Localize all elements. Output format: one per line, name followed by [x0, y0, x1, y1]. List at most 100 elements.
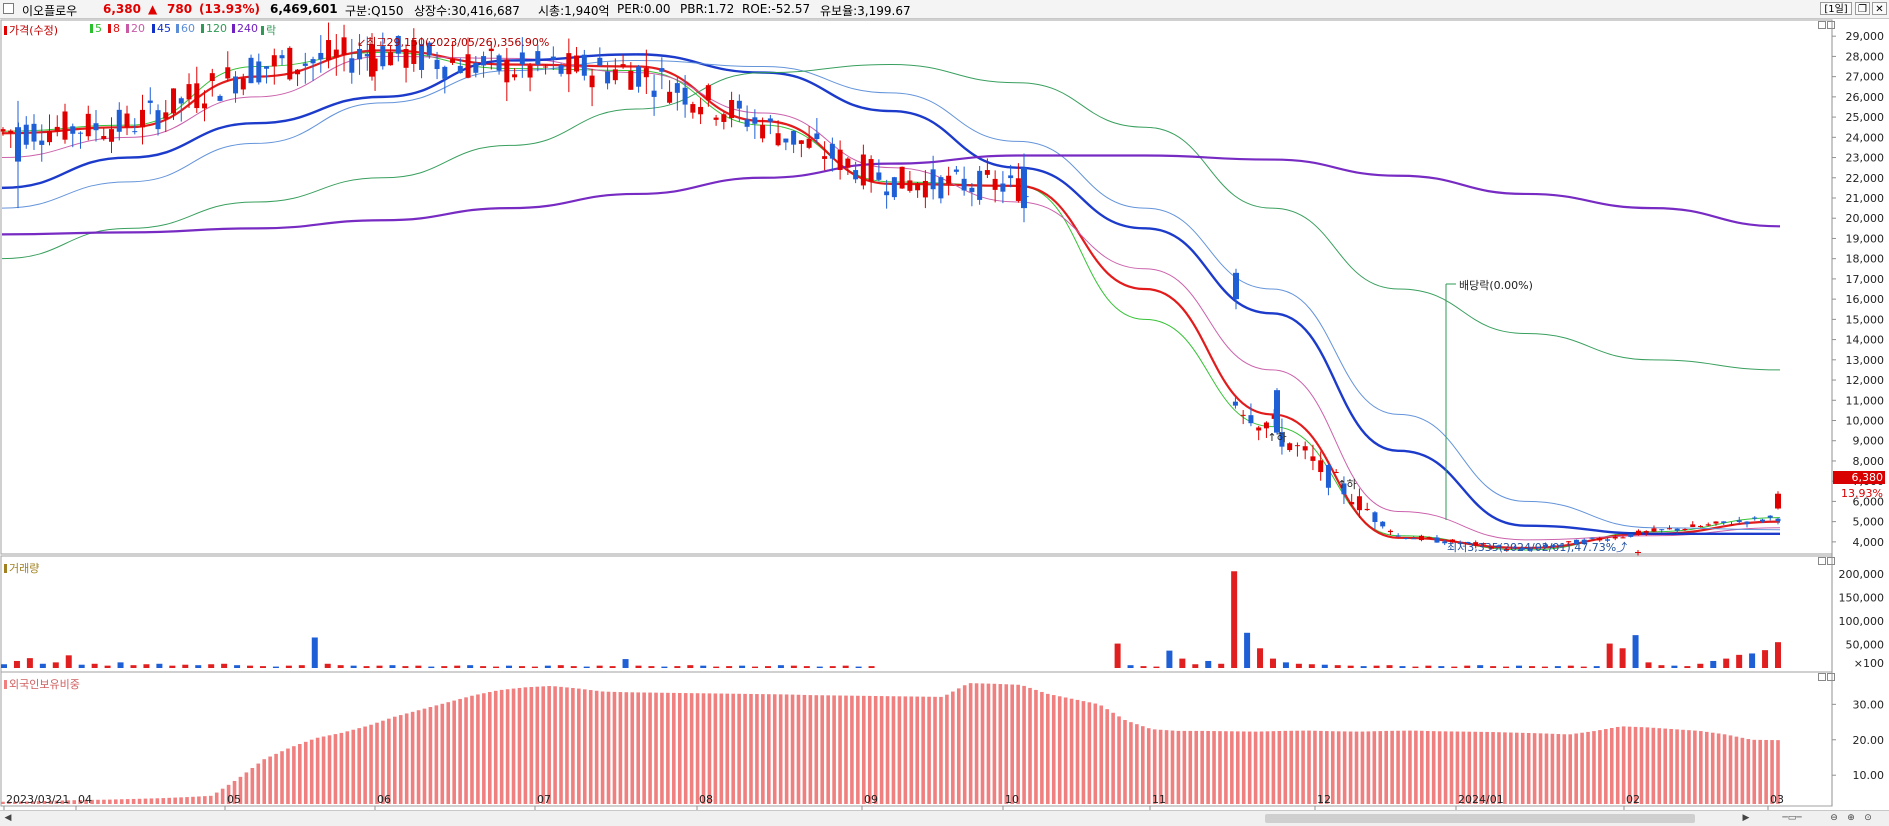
candle-body: [605, 71, 611, 84]
candle-body: [109, 129, 115, 142]
volume-bar: [1658, 665, 1665, 668]
zoom-reset-icon[interactable]: ⊙: [1864, 813, 1872, 823]
volume-bar: [1166, 650, 1173, 668]
foreign-ratio-bar: [962, 685, 967, 804]
candle-body: [984, 170, 990, 175]
price-tick-label: 5,000: [1853, 516, 1885, 529]
candle-body: [1589, 537, 1595, 539]
ma8-legend[interactable]: 8: [108, 22, 120, 35]
foreign-ratio-bar: [274, 753, 278, 804]
foreign-ratio-bar: [1704, 731, 1709, 804]
volume-bar: [1244, 632, 1251, 668]
close-icon[interactable]: ✕: [1872, 2, 1887, 15]
foreign-ratio-bar: [1289, 730, 1294, 804]
price-legend-label: 가격(수정): [9, 24, 59, 37]
ma60-legend[interactable]: 60: [176, 22, 195, 35]
foreign-panel-min-button[interactable]: [1818, 673, 1826, 681]
candle-body: [969, 187, 975, 193]
foreign-ratio-bar: [1200, 730, 1204, 804]
foreign-ratio-bar: [303, 741, 308, 804]
horizontal-scrollbar[interactable]: ◀ ▶ ─▭─ ⊖ ⊕ ⊙: [0, 810, 1889, 826]
foreign-ratio-bar: [24, 801, 29, 804]
foreign-ratio-bar: [1040, 691, 1044, 804]
foreign-ratio-bar: [1034, 689, 1038, 804]
candle-body: [946, 175, 952, 184]
foreign-ratio-bar: [1734, 736, 1739, 804]
select-checkbox[interactable]: [3, 3, 14, 14]
zoom-in-icon[interactable]: ⊕: [1847, 813, 1855, 823]
volume-panel-min-button[interactable]: [1818, 557, 1826, 565]
volume-bar: [829, 666, 836, 668]
foreign-ratio-bar: [790, 694, 795, 804]
foreign-ratio-bar: [19, 801, 23, 804]
candle-body: [1310, 456, 1316, 461]
ma240-legend[interactable]: 240: [232, 22, 258, 35]
scroll-right-icon[interactable]: ▶: [1742, 813, 1750, 823]
scroll-thumb[interactable]: [1265, 814, 1695, 823]
candle-body: [419, 44, 425, 70]
candle-body: [155, 110, 161, 130]
candle-body: [775, 133, 781, 146]
volume-bar: [1425, 665, 1432, 668]
foreign-ratio-bar: [208, 795, 213, 804]
ma20-legend[interactable]: 20: [126, 22, 145, 35]
volume-panel-close-button[interactable]: [1827, 557, 1835, 565]
foreign-panel-close-button[interactable]: [1827, 673, 1835, 681]
volume-tick-label: ×100: [1854, 657, 1884, 670]
volume-bar: [635, 665, 642, 668]
market-category: 구분:Q150: [345, 4, 404, 18]
candle-body: [186, 84, 192, 100]
candle-body: [550, 56, 556, 60]
candle-body: [1775, 493, 1781, 509]
zoom-out-icon[interactable]: ⊖: [1830, 813, 1838, 823]
candle-body: [54, 126, 60, 132]
restore-button[interactable]: ❐: [1855, 2, 1870, 15]
period-button[interactable]: [1일]: [1820, 2, 1852, 15]
price-legend[interactable]: 가격(수정): [4, 22, 58, 38]
zoom-slider[interactable]: ─▭─: [1782, 813, 1802, 823]
candle-body: [62, 111, 68, 140]
volume-bar: [855, 666, 862, 668]
price-tick-label: 28,000: [1846, 50, 1885, 63]
ma5-marker: [90, 24, 93, 33]
ma120-legend[interactable]: 120: [201, 22, 227, 35]
candle-body: [884, 191, 890, 196]
foreign-ratio-bar: [286, 748, 290, 804]
foreign-ratio-bar: [677, 692, 682, 804]
volume-bar: [156, 663, 163, 668]
foreign-ratio-bar: [921, 696, 925, 804]
x-tick-label: 03: [1770, 793, 1784, 806]
ma45-legend[interactable]: 45: [152, 22, 171, 35]
volume-bar: [1269, 658, 1276, 668]
foreign-ratio-bar: [951, 691, 955, 804]
candle-body: [403, 49, 409, 68]
foreign-ratio-bar: [986, 683, 991, 804]
candle-body: [1465, 542, 1471, 544]
foreign-ratio-bar: [458, 698, 462, 804]
foreign-ratio-bar: [143, 798, 148, 804]
candle-body: [961, 178, 967, 191]
candle-body: [1008, 175, 1014, 179]
price-panel-close-button[interactable]: [1827, 21, 1835, 29]
foreign-ratio-bar: [66, 800, 71, 804]
candle-body: [147, 100, 153, 103]
drop-legend[interactable]: 락: [261, 22, 276, 38]
foreign-ratio-bar: [826, 695, 830, 804]
foreign-ratio-bar: [1693, 730, 1697, 804]
candle-body: [411, 40, 417, 64]
scroll-left-icon[interactable]: ◀: [4, 813, 12, 823]
candle-body: [233, 76, 239, 94]
foreign-ratio-bar: [393, 716, 397, 804]
chart-annotations: ↙최고29,150(2023/05/26),356.90% 최저3,335(202…: [357, 36, 1885, 554]
stock-name[interactable]: 이오플로우: [22, 4, 78, 18]
foreign-ratio-bar: [1520, 732, 1525, 804]
ma5-legend[interactable]: 5: [90, 22, 102, 35]
foreign-ratio-bar: [1004, 684, 1009, 804]
drop-label: 락: [266, 24, 277, 37]
x-tick-label: 08: [699, 793, 713, 806]
candlesticks[interactable]: [0, 22, 1782, 556]
price-panel-min-button[interactable]: [1818, 21, 1826, 29]
volume-bar: [622, 659, 629, 668]
volume-panel-label: 거래량: [4, 560, 39, 576]
